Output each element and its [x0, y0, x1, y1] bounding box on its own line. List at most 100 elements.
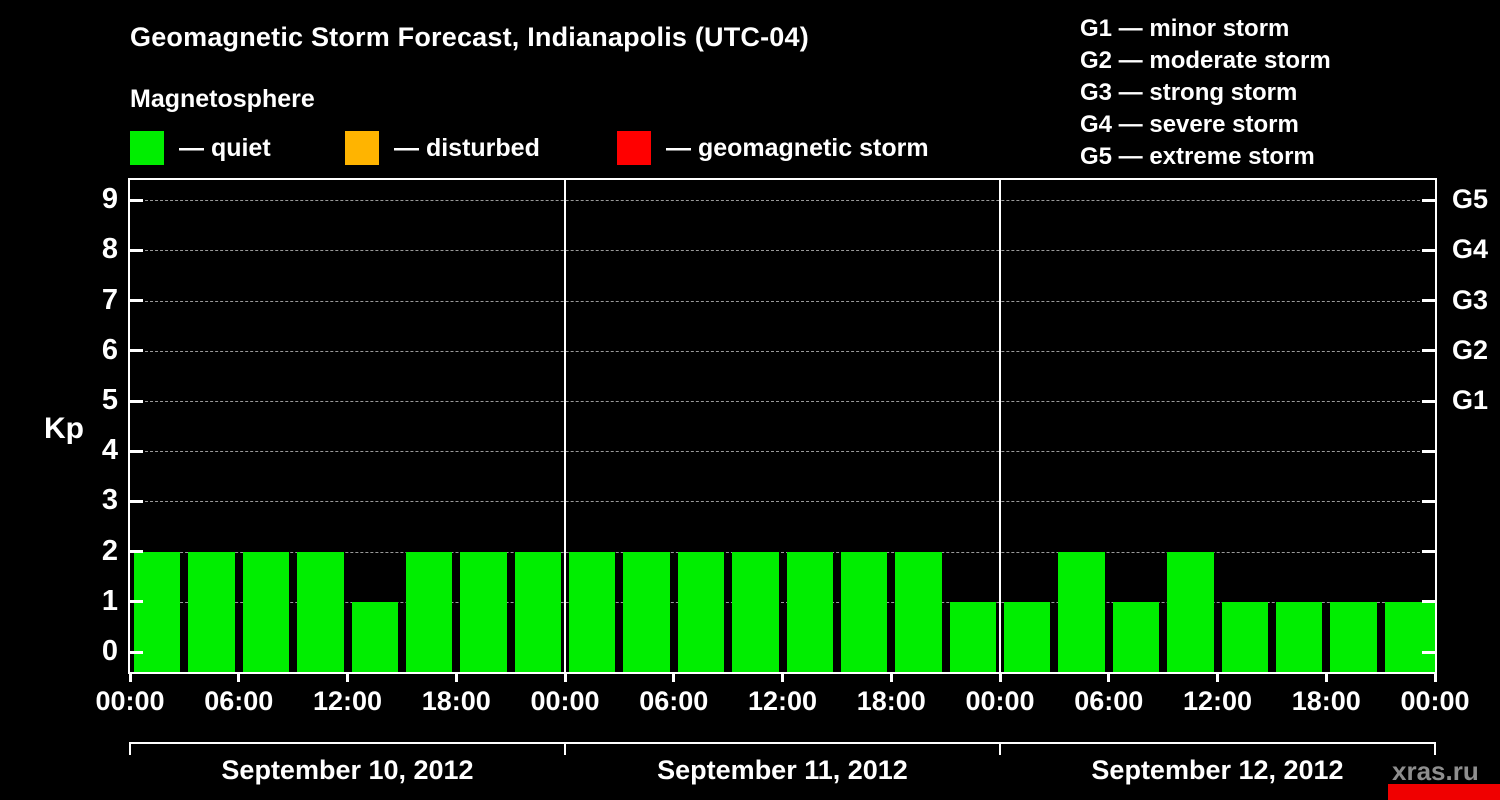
legend-label: — quiet — [179, 133, 271, 162]
kp-gridline — [130, 200, 1435, 202]
kp-gridline — [130, 350, 1435, 352]
plot-area — [128, 178, 1437, 674]
date-axis-tick — [564, 742, 566, 755]
y-tick-label: 5 — [101, 384, 118, 416]
kp-bar — [732, 551, 779, 672]
y-axis-tick-left — [130, 600, 143, 604]
x-axis-tick — [237, 674, 241, 682]
y-axis-tick-right — [1422, 550, 1435, 554]
legend-color-swatch — [130, 131, 164, 165]
legend-item: — geomagnetic storm — [617, 131, 929, 165]
x-axis-tick — [454, 674, 458, 682]
kp-bar — [786, 551, 833, 672]
y-axis-tick-left — [130, 499, 143, 503]
legend-label: — disturbed — [394, 133, 540, 162]
kp-gridline — [130, 501, 1435, 503]
brand-strip — [1388, 784, 1500, 800]
watermark: xras.ru — [1392, 756, 1479, 786]
y-tick-label: 2 — [101, 534, 118, 567]
y-axis-title: Kp — [44, 412, 84, 445]
legend-item: — quiet — [130, 131, 271, 165]
date-label: September 10, 2012 — [221, 755, 474, 785]
x-tick-label: 12:00 — [312, 686, 383, 716]
kp-bar — [134, 551, 181, 672]
kp-bar — [1167, 551, 1214, 672]
kp-bar — [297, 551, 344, 672]
x-tick-label: 12:00 — [747, 686, 818, 716]
kp-bar — [460, 551, 507, 672]
g-level-axis-label: G5 — [1452, 184, 1489, 215]
g-level-axis-label: G4 — [1452, 234, 1489, 265]
storm-scale-item: G3 — strong storm — [1080, 79, 1298, 106]
kp-gridline — [130, 601, 1435, 603]
storm-scale-item: G2 — moderate storm — [1080, 47, 1331, 74]
y-tick-label: 6 — [101, 333, 118, 366]
g-level-axis-label: G3 — [1452, 284, 1489, 315]
y-axis-tick-right — [1422, 600, 1435, 604]
x-tick-label: 18:00 — [1291, 686, 1361, 716]
date-label: September 12, 2012 — [1091, 755, 1344, 785]
y-axis-tick-left — [130, 550, 143, 554]
subtitle-magnetosphere: Magnetosphere — [130, 85, 315, 113]
x-axis-tick — [781, 674, 784, 682]
kp-bar — [1384, 601, 1431, 672]
kp-gridline — [130, 551, 1435, 553]
legend-color-swatch — [345, 131, 379, 165]
x-tick-label: 12:00 — [1182, 686, 1253, 716]
x-axis-tick — [128, 674, 132, 682]
date-axis-line — [130, 742, 1435, 744]
kp-bar — [1330, 601, 1377, 672]
x-tick-label: 00:00 — [965, 686, 1035, 716]
y-axis-tick-left — [130, 299, 143, 303]
x-axis-tick — [1216, 674, 1219, 682]
g-level-axis-label: G1 — [1452, 385, 1489, 415]
storm-scale-item: G4 — severe storm — [1080, 111, 1299, 138]
y-tick-label: 0 — [101, 635, 118, 667]
date-label: September 11, 2012 — [657, 755, 908, 785]
y-axis-tick-right — [1422, 650, 1435, 654]
kp-bar — [188, 551, 235, 672]
y-axis-tick-right — [1422, 198, 1435, 202]
x-axis-tick — [1324, 674, 1328, 682]
kp-bar — [242, 551, 290, 672]
storm-scale-legend: G1 — minor storm G2 — moderate storm G3 — … — [1080, 13, 1331, 173]
kp-bar — [840, 551, 888, 672]
y-axis-tick-left — [130, 349, 143, 353]
kp-bar — [1275, 601, 1323, 672]
kp-bar — [949, 601, 996, 672]
x-axis-tick — [1107, 674, 1111, 682]
kp-bar — [514, 551, 561, 672]
kp-gridline — [130, 401, 1435, 402]
y-tick-label: 3 — [101, 484, 118, 517]
kp-gridline — [130, 300, 1435, 302]
kp-bar — [677, 551, 725, 672]
page-title: Geomagnetic Storm Forecast, Indianapolis… — [130, 22, 809, 52]
y-axis-tick-right — [1422, 299, 1435, 303]
storm-scale-item: G5 — extreme storm — [1080, 143, 1315, 170]
day-divider-line — [564, 180, 566, 672]
x-axis-tick — [889, 674, 893, 682]
x-tick-label: 18:00 — [856, 686, 926, 716]
y-axis-tick-right — [1422, 248, 1435, 252]
kp-bar — [1058, 551, 1105, 672]
date-axis-tick — [129, 742, 131, 755]
x-tick-label: 06:00 — [1074, 686, 1144, 716]
kp-bar — [895, 551, 942, 672]
x-tick-label: 06:00 — [204, 686, 274, 716]
kp-bar — [405, 551, 453, 672]
legend-item: — disturbed — [345, 131, 540, 165]
y-axis-tick-right — [1422, 349, 1435, 353]
y-axis-tick-left — [130, 650, 143, 654]
kp-bar — [1004, 601, 1051, 672]
x-axis-tick — [346, 674, 349, 682]
y-tick-label: 9 — [101, 183, 118, 216]
activity-legend: — quiet — disturbed — geomagnetic storm — [0, 131, 1500, 171]
x-tick-label: 00:00 — [530, 686, 600, 716]
x-axis-tick — [672, 674, 676, 682]
kp-bar — [1221, 601, 1268, 672]
kp-gridline — [130, 250, 1435, 252]
x-axis-tick — [563, 674, 567, 682]
y-axis-tick-left — [130, 248, 143, 252]
kp-bar — [1112, 601, 1160, 672]
